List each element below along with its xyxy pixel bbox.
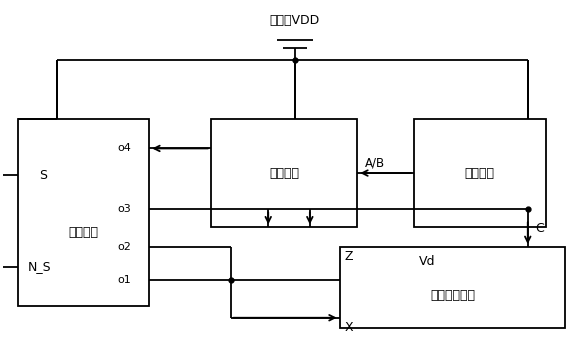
Text: Z: Z	[345, 250, 353, 263]
Text: o1: o1	[118, 275, 131, 285]
Text: o4: o4	[118, 143, 131, 154]
Text: o2: o2	[118, 242, 131, 252]
Bar	[211, 119, 357, 227]
Bar	[339, 247, 565, 328]
Text: S: S	[39, 168, 47, 181]
Text: o3: o3	[118, 204, 131, 215]
Text: 启动电路: 启动电路	[68, 226, 98, 239]
Text: N_S: N_S	[28, 260, 51, 273]
Text: Vd: Vd	[419, 255, 435, 268]
Bar	[18, 119, 149, 306]
Text: 电流电路: 电流电路	[464, 167, 494, 180]
Text: 带隙基准电路: 带隙基准电路	[430, 289, 475, 301]
Bar	[414, 119, 546, 227]
Text: X: X	[345, 321, 353, 334]
Text: 电流源VDD: 电流源VDD	[270, 14, 320, 27]
Text: A/B: A/B	[365, 157, 386, 170]
Text: C: C	[536, 222, 544, 235]
Text: 反馈电路: 反馈电路	[269, 167, 299, 180]
